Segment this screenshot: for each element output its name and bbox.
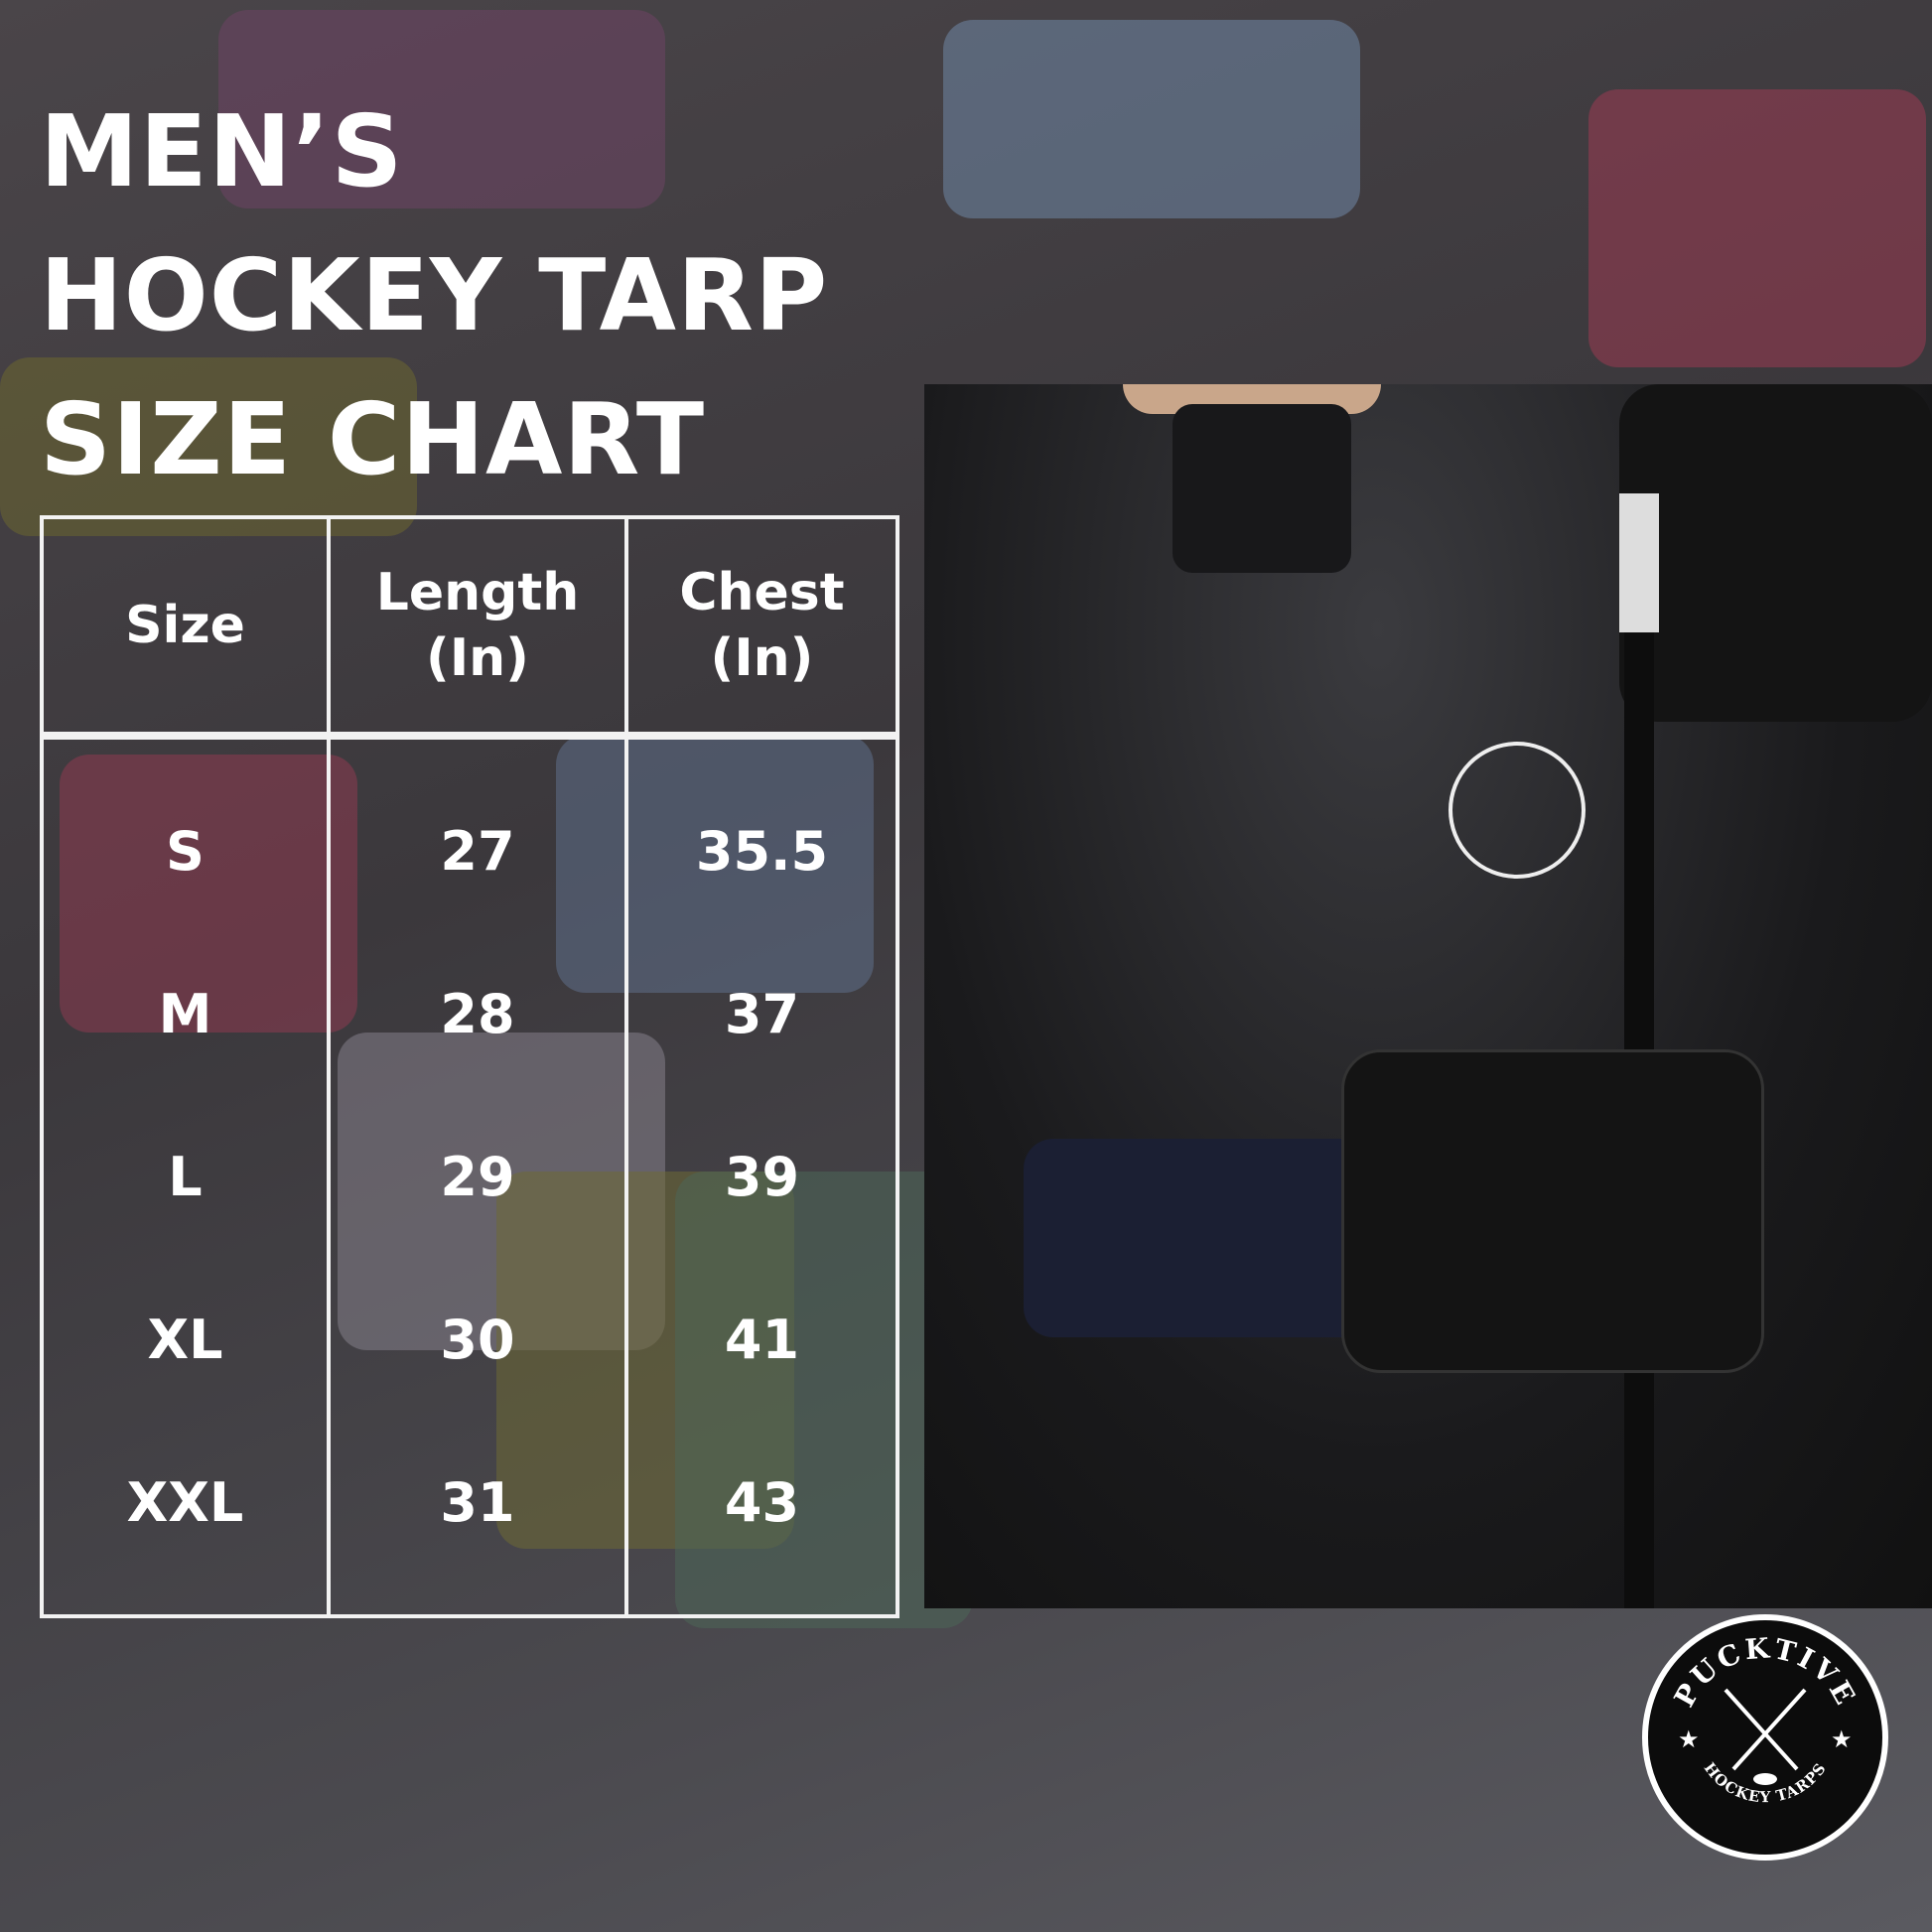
turtleneck-collar bbox=[1173, 404, 1351, 573]
cell-size: XL bbox=[147, 1308, 223, 1371]
cell-chest: 35.5 bbox=[695, 819, 829, 883]
cell-size: S bbox=[166, 819, 205, 883]
stick-tape bbox=[1619, 493, 1659, 632]
table-header-row: Size Length (In) Chest (In) bbox=[40, 515, 899, 740]
upper-glove bbox=[1619, 384, 1932, 722]
size-chart-table: Size Length (In) Chest (In) S M L XL XXL 2… bbox=[40, 515, 899, 1618]
length-column: 27 28 29 30 31 bbox=[327, 734, 628, 1618]
cell-size: M bbox=[158, 982, 212, 1045]
title-line-3: SIZE CHART bbox=[40, 381, 706, 497]
cell-length: 30 bbox=[440, 1308, 515, 1371]
cell-chest: 37 bbox=[724, 982, 800, 1045]
cell-size: XXL bbox=[126, 1470, 244, 1534]
header-length-unit: (In) bbox=[426, 628, 529, 688]
header-length: Length (In) bbox=[327, 515, 628, 740]
chest-column: 35.5 37 39 41 43 bbox=[624, 734, 899, 1618]
background-shirt-purple bbox=[218, 10, 665, 208]
svg-text:★: ★ bbox=[1831, 1725, 1853, 1753]
background-shirt-blue bbox=[943, 20, 1360, 218]
header-chest-label: Chest bbox=[679, 563, 845, 622]
svg-text:★: ★ bbox=[1678, 1725, 1700, 1753]
cell-length: 31 bbox=[440, 1470, 515, 1534]
header-chest-unit: (In) bbox=[710, 628, 814, 688]
svg-text:PUCKTIVE: PUCKTIVE bbox=[1668, 1631, 1863, 1712]
cell-chest: 39 bbox=[724, 1145, 800, 1208]
compression-sleeve bbox=[1024, 1139, 1371, 1337]
title-line-1: MEN’S bbox=[40, 93, 404, 209]
cell-chest: 41 bbox=[724, 1308, 800, 1371]
table-body: S M L XL XXL 27 28 29 30 31 35.5 37 39 4… bbox=[40, 734, 899, 1618]
crossed-sticks-icon: PUCKTIVE HOCKEY TARPS ★ ★ bbox=[1668, 1631, 1863, 1806]
background-shirt-pink bbox=[1588, 89, 1926, 367]
model-photo bbox=[924, 384, 1932, 1608]
cell-size: L bbox=[168, 1145, 203, 1208]
background-shirt-yellow bbox=[0, 357, 417, 536]
header-chest: Chest (In) bbox=[624, 515, 899, 740]
header-length-label: Length bbox=[375, 563, 580, 622]
cell-length: 28 bbox=[440, 982, 515, 1045]
cell-chest: 43 bbox=[724, 1470, 800, 1534]
header-size: Size bbox=[40, 515, 331, 740]
chest-logo-icon bbox=[1449, 742, 1586, 879]
cell-length: 29 bbox=[440, 1145, 515, 1208]
page-title: MEN’S HOCKEY TARP SIZE CHART bbox=[40, 79, 828, 511]
size-column: S M L XL XXL bbox=[40, 734, 331, 1618]
lower-glove bbox=[1341, 1049, 1764, 1373]
cell-length: 27 bbox=[440, 819, 515, 883]
title-line-2: HOCKEY TARP bbox=[40, 237, 829, 353]
pucktive-logo: PUCKTIVE HOCKEY TARPS ★ ★ bbox=[1642, 1614, 1888, 1861]
